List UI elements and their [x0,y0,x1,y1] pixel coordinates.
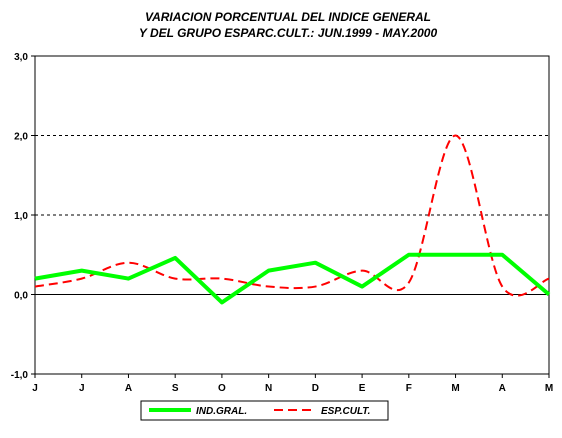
x-tick-label: A [499,383,506,394]
x-tick-label: O [218,383,226,394]
x-tick-label: M [545,383,553,394]
series-line-esp-cult [34,134,550,297]
legend-box [140,400,389,421]
x-tick-label: F [406,383,412,394]
y-tick-label: 0,0 [14,291,28,302]
x-tick-label: J [32,383,38,394]
chart-title-line-1: VARIACION PORCENTUAL DEL INDICE GENERAL [145,10,431,24]
legend-label-ind-gral: IND.GRAL. [196,406,247,417]
y-tick-label: 1,0 [14,211,28,222]
x-tick-label: J [79,383,85,394]
legend: IND.GRAL. ESP.CULT. [140,400,389,421]
y-tick-label: 3,0 [14,52,28,63]
y-tick-label: -1,0 [11,370,29,381]
chart-title-line-2: Y DEL GRUPO ESPARC.CULT.: JUN.1999 - MAY… [139,26,438,40]
x-tick-label: N [265,383,272,394]
x-tick-label: A [125,383,132,394]
y-tick-label: 2,0 [14,132,28,143]
legend-label-esp-cult: ESP.CULT. [321,406,370,417]
series-line-ind-gral [34,252,551,305]
plot-frame [34,55,550,375]
x-tick-label: D [312,383,319,394]
x-tick-label: S [172,383,179,394]
x-tick-label: M [451,383,459,394]
plot-area: -1,0 0,0 1,0 2,0 3,0 J J A S O N D E F M A M [11,52,553,394]
x-tick-label: E [359,383,366,394]
